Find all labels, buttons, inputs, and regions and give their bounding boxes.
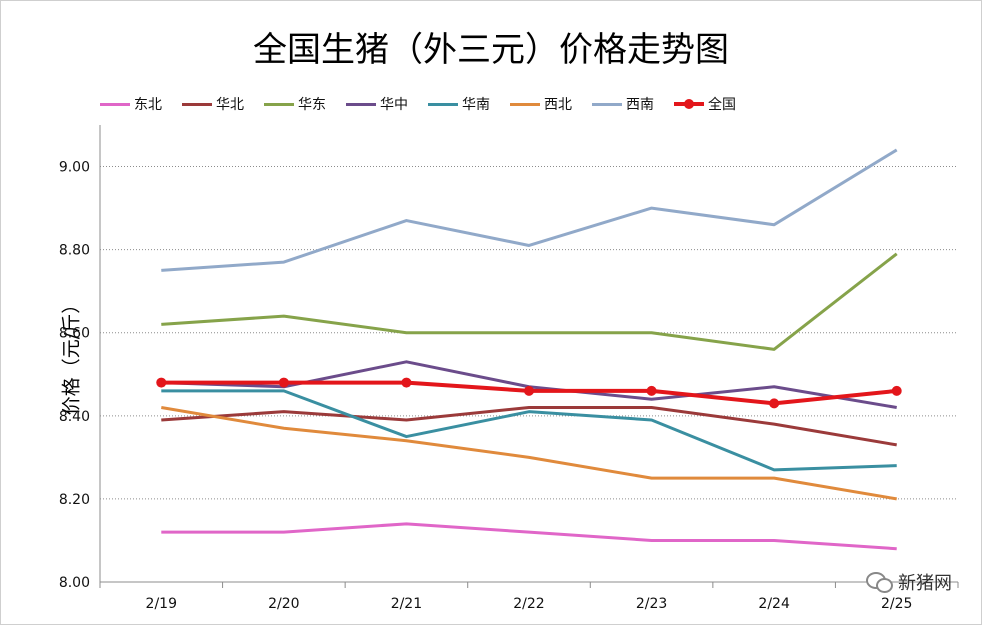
legend-item: 华中 — [346, 94, 408, 114]
legend-label: 华中 — [380, 97, 408, 113]
legend-label: 东北 — [134, 97, 162, 113]
watermark: 新猪网 — [866, 569, 952, 595]
y-tick-label: 9.00 — [59, 160, 90, 176]
series-line-西北 — [161, 406, 897, 501]
series-line-华南 — [161, 389, 897, 472]
legend-label: 华北 — [216, 97, 244, 113]
legend-label: 华南 — [462, 97, 490, 113]
legend-swatch — [592, 102, 622, 106]
legend-label: 全国 — [708, 97, 736, 113]
legend-label: 华东 — [298, 97, 326, 113]
wechat-icon — [866, 572, 893, 593]
legend-swatch — [182, 102, 212, 106]
x-tick-label: 2/22 — [513, 596, 544, 612]
data-point — [524, 385, 534, 396]
series-line-华北 — [161, 406, 897, 447]
legend-item: 华南 — [428, 94, 490, 114]
data-point — [401, 377, 412, 388]
y-tick-label: 8.60 — [59, 326, 90, 342]
series-line-东北 — [161, 522, 897, 551]
legend-swatch — [510, 102, 540, 106]
data-point — [891, 385, 902, 396]
series-line-西南 — [161, 148, 898, 272]
x-tick-label: 2/21 — [391, 596, 422, 612]
data-point — [646, 385, 657, 396]
x-tick-label: 2/25 — [881, 596, 912, 612]
watermark-text: 新猪网 — [898, 573, 952, 594]
data-point — [156, 377, 167, 388]
x-tick-label: 2/20 — [268, 596, 299, 612]
y-tick-label: 8.40 — [59, 409, 90, 425]
y-tick-label: 8.20 — [59, 492, 90, 508]
legend-item: 西北 — [510, 94, 572, 114]
legend-swatch — [100, 102, 130, 106]
chart-title: 全国生猪（外三元）价格走势图 — [253, 30, 729, 70]
legend-swatch — [428, 102, 458, 106]
legend-swatch — [264, 102, 294, 106]
legend-item: 全国 — [674, 94, 736, 114]
legend-label: 西北 — [544, 97, 572, 113]
y-tick-label: 8.80 — [59, 243, 90, 259]
legend-item: 华北 — [182, 94, 244, 114]
legend-item: 东北 — [100, 94, 162, 114]
data-point — [278, 377, 289, 388]
x-tick-label: 2/24 — [758, 596, 790, 612]
legend: 东北 华北 华东 华中 华南 西北 西南 全国 — [100, 94, 756, 114]
legend-swatch — [674, 99, 704, 109]
legend-item: 华东 — [264, 94, 326, 114]
legend-swatch — [346, 102, 376, 106]
data-point — [769, 398, 780, 409]
legend-label: 西南 — [626, 97, 654, 113]
x-tick-label: 2/23 — [636, 596, 667, 612]
x-tick-label: 2/19 — [146, 596, 177, 612]
y-tick-label: 8.00 — [59, 575, 90, 591]
legend-item: 西南 — [592, 94, 654, 114]
series-line-华东 — [161, 252, 898, 351]
